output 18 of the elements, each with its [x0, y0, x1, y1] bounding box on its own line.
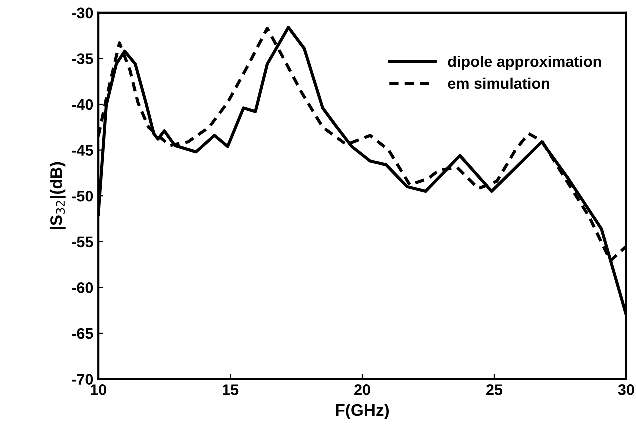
y-axis-title: |S$_{32}$|(dB): [50, 162, 66, 230]
y-tick-label: -65: [72, 328, 94, 340]
legend-label: dipole approximation: [448, 56, 602, 70]
x-tick-label: 25: [486, 384, 503, 396]
x-tick-label: 15: [223, 384, 239, 396]
x-tick-label: 20: [354, 384, 370, 396]
y-tick-label: -55: [72, 236, 94, 248]
y-tick-label: -60: [72, 282, 94, 294]
y-tick-label: -50: [72, 190, 94, 202]
x-axis-title: F(GHz): [336, 404, 389, 420]
legend-label: em simulation: [448, 78, 550, 90]
x-tick-label: 10: [91, 384, 106, 396]
y-tick-label: -45: [72, 145, 94, 156]
y-tick-label: -40: [72, 99, 94, 110]
y-tick-label: -30: [72, 8, 94, 19]
y-tick-label: -70: [72, 374, 94, 385]
y-tick-label: -35: [72, 54, 94, 64]
x-tick-label: 30: [618, 384, 634, 396]
